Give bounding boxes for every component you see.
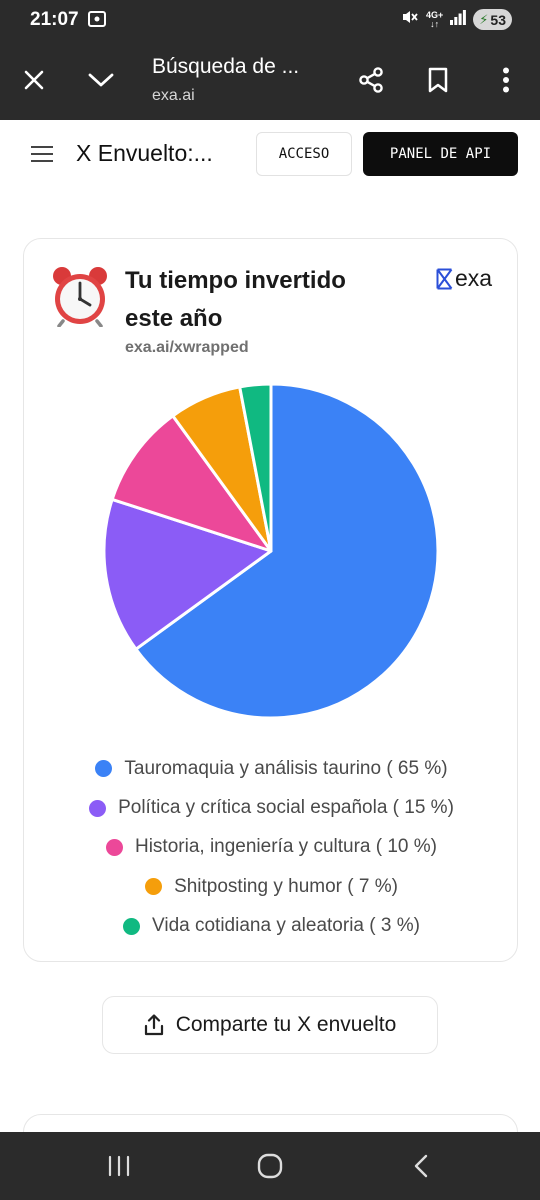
legend-label: Tauromaquia y análisis taurino ( 65 %) <box>124 757 448 779</box>
status-bar: 21:07 4G+ ↓↑ ⚡ 53 <box>0 0 540 40</box>
site-title: X Envuelto:... <box>76 140 213 166</box>
home-button[interactable] <box>250 1148 290 1184</box>
status-indicators: 4G+ ↓↑ ⚡ 53 <box>401 9 512 30</box>
legend-dot <box>145 878 163 896</box>
battery-indicator: ⚡ 53 <box>473 9 512 30</box>
share-button[interactable] <box>351 60 391 100</box>
close-button[interactable] <box>14 60 54 100</box>
exa-logo-icon <box>436 268 453 289</box>
share-icon <box>359 67 383 93</box>
time-spent-card: Tu tiempo invertido este año exa.ai/xwra… <box>23 238 518 962</box>
bookmark-button[interactable] <box>418 60 458 100</box>
more-vert-icon <box>503 67 509 93</box>
back-icon <box>414 1154 428 1178</box>
card-subtitle[interactable]: exa.ai/xwrapped <box>125 339 249 356</box>
legend-label: Vida cotidiana y aleatoria ( 3 %) <box>152 915 420 937</box>
page-url[interactable]: exa.ai <box>152 87 195 104</box>
mute-icon <box>401 9 419 30</box>
chevron-down-icon <box>88 73 114 87</box>
legend-dot <box>105 838 123 856</box>
pie-chart <box>102 382 440 720</box>
pie-slice-0 <box>134 382 440 720</box>
share-button-label: Comparte tu X envuelto <box>175 1013 397 1036</box>
system-nav-bar <box>0 1132 540 1200</box>
legend-dot <box>95 760 113 778</box>
charging-icon: ⚡ <box>479 11 489 27</box>
legend-item: Vida cotidiana y aleatoria ( 3 %) <box>24 907 519 946</box>
legend-dot <box>123 917 141 935</box>
site-header: X Envuelto:... ACCESO PANEL DE API <box>0 120 540 190</box>
minimize-button[interactable] <box>81 60 121 100</box>
close-icon <box>24 70 44 90</box>
pie-slice-4 <box>238 382 273 553</box>
menu-icon[interactable] <box>31 142 55 166</box>
page-title: Búsqueda de ... <box>152 55 300 78</box>
back-button[interactable] <box>401 1148 441 1184</box>
upload-share-icon <box>144 1014 163 1036</box>
battery-level: 53 <box>490 11 506 28</box>
legend-item: Shitposting y humor ( 7 %) <box>24 867 519 906</box>
screen-record-icon <box>88 11 106 32</box>
login-button[interactable]: ACCESO <box>256 132 352 176</box>
signal-icon <box>450 9 467 30</box>
browser-toolbar: Búsqueda de ... exa.ai <box>0 40 540 120</box>
legend-item: Historia, ingeniería y cultura ( 10 %) <box>24 828 519 867</box>
status-time: 21:07 <box>30 9 79 30</box>
exa-logo: exa <box>436 265 492 292</box>
legend-label: Historia, ingeniería y cultura ( 10 %) <box>134 836 437 858</box>
recents-icon <box>108 1155 130 1177</box>
card-title: Tu tiempo invertido este año <box>125 267 346 332</box>
share-wrapped-button[interactable]: Comparte tu X envuelto <box>102 996 438 1054</box>
chart-legend: Tauromaquia y análisis taurino ( 65 %) Po… <box>24 749 519 946</box>
bookmark-icon <box>428 67 448 93</box>
pie-slice-1 <box>102 497 273 651</box>
alarm-clock-icon <box>51 265 109 328</box>
legend-item: Tauromaquia y análisis taurino ( 65 %) <box>24 749 519 788</box>
home-icon <box>257 1153 283 1179</box>
recents-button[interactable] <box>99 1148 139 1184</box>
legend-dot <box>89 799 107 817</box>
more-options-button[interactable] <box>486 60 526 100</box>
network-type: 4G+ ↓↑ <box>426 9 444 29</box>
legend-label: Política y crítica social española ( 15 … <box>118 797 454 819</box>
legend-label: Shitposting y humor ( 7 %) <box>174 875 398 897</box>
api-dashboard-button[interactable]: PANEL DE API <box>363 132 518 176</box>
pie-slice-2 <box>110 414 273 553</box>
exa-logo-text: exa <box>455 265 493 291</box>
legend-item: Política y crítica social española ( 15 … <box>24 788 519 827</box>
